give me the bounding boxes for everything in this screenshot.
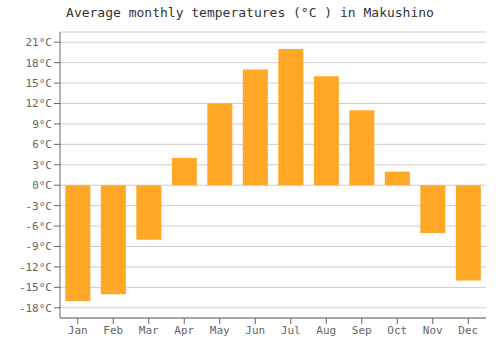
svg-text:21°C: 21°C — [26, 36, 53, 49]
svg-text:Sep: Sep — [352, 324, 372, 337]
svg-text:6°C: 6°C — [32, 138, 52, 151]
svg-text:Jan: Jan — [68, 324, 88, 337]
svg-text:-15°C: -15°C — [19, 281, 52, 294]
svg-text:12°C: 12°C — [26, 97, 53, 110]
svg-text:Oct: Oct — [387, 324, 407, 337]
svg-text:Aug: Aug — [316, 324, 336, 337]
svg-text:9°C: 9°C — [32, 118, 52, 131]
svg-text:May: May — [210, 324, 230, 337]
svg-text:-3°C: -3°C — [26, 200, 53, 213]
svg-text:Jul: Jul — [281, 324, 301, 337]
svg-text:Nov: Nov — [423, 324, 443, 337]
svg-text:Dec: Dec — [458, 324, 478, 337]
svg-text:18°C: 18°C — [26, 57, 53, 70]
svg-text:15°C: 15°C — [26, 77, 53, 90]
svg-text:-6°C: -6°C — [26, 220, 53, 233]
svg-text:Apr: Apr — [174, 324, 194, 337]
svg-text:-18°C: -18°C — [19, 302, 52, 315]
svg-text:Jun: Jun — [245, 324, 265, 337]
svg-text:Mar: Mar — [139, 324, 159, 337]
html-text:Average monthly temperatures (: Average monthly temperatures (°C ) in Ma… — [66, 5, 434, 20]
svg-text:3°C: 3°C — [32, 159, 52, 172]
svg-text:0°C: 0°C — [32, 179, 52, 192]
svg-text:-12°C: -12°C — [19, 261, 52, 274]
svg-text:Feb: Feb — [103, 324, 123, 337]
svg-text:-9°C: -9°C — [26, 240, 53, 253]
